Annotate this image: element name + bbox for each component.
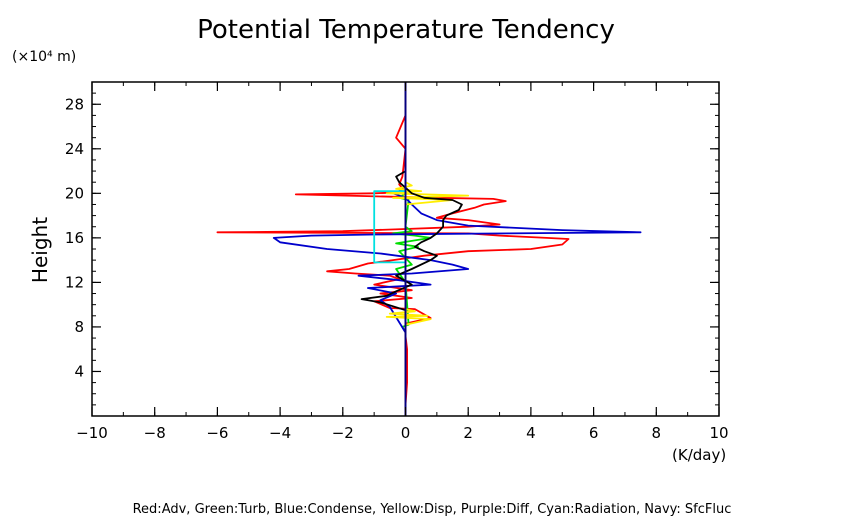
x-tick-label: 2: [463, 424, 473, 442]
y-tick-label: 12: [65, 273, 84, 291]
series-line-3: [385, 82, 470, 405]
plot-frame: [91, 81, 720, 417]
y-tick-label: 8: [74, 318, 84, 336]
y-tick-label: 28: [65, 95, 84, 113]
y-tick-label: 20: [65, 184, 84, 202]
series-line-6: [373, 190, 406, 264]
x-tick-label: 8: [652, 424, 662, 442]
y-axis-label: Height: [28, 217, 52, 283]
y-axis-unit: (×10⁴ m): [12, 49, 76, 65]
series-line-4: [360, 82, 463, 416]
chart-title: Potential Temperature Tendency: [197, 15, 615, 45]
y-tick-label: 4: [74, 362, 84, 380]
x-tick-label: 10: [709, 424, 728, 442]
x-tick-label: −4: [269, 424, 291, 442]
x-tick-label: −8: [144, 424, 166, 442]
series-group: [216, 82, 642, 416]
x-axis-unit: (K/day): [672, 446, 726, 464]
x-tick-label: 6: [589, 424, 599, 442]
x-tick-label: 4: [526, 424, 536, 442]
x-tick-label: 0: [401, 424, 411, 442]
legend-text: Red:Adv, Green:Turb, Blue:Condense, Yell…: [133, 502, 732, 517]
series-line-0: [216, 82, 570, 416]
x-tick-label: −2: [332, 424, 354, 442]
x-tick-label: −10: [76, 424, 108, 442]
y-tick-label: 16: [65, 229, 84, 247]
series-line-2: [272, 82, 642, 416]
y-tick-label: 24: [65, 140, 84, 158]
x-tick-label: −6: [206, 424, 228, 442]
